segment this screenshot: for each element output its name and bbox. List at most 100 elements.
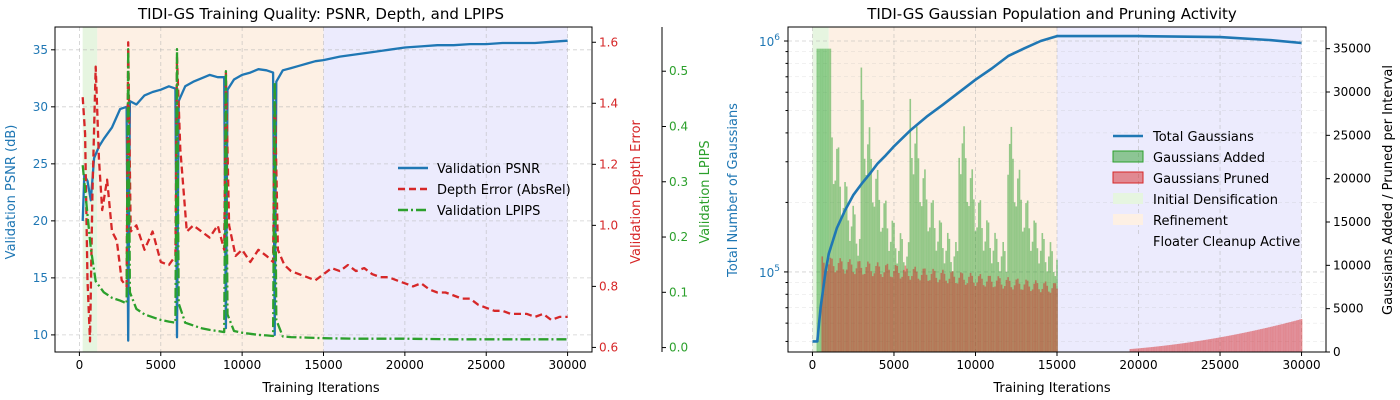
pruned-bar xyxy=(920,274,923,352)
total-gaussians-line xyxy=(812,34,1302,343)
pruned-bar xyxy=(1012,289,1014,352)
pruned-bar xyxy=(1008,280,1011,352)
pruned-bar xyxy=(1209,339,1212,352)
pruned-bar xyxy=(1274,325,1277,352)
left-y2tick-label-3: 1.2 xyxy=(599,157,618,171)
added-bar xyxy=(1015,206,1018,352)
added-bar xyxy=(821,48,824,353)
added-bar xyxy=(917,158,920,352)
pruned-bar xyxy=(893,271,895,352)
right-y2tick-label-3: 15000 xyxy=(1333,215,1371,229)
right-y2tick-label-1: 5000 xyxy=(1333,302,1364,316)
pruned-bar xyxy=(1282,323,1285,352)
pruned-bar xyxy=(1017,278,1019,352)
pruned-bar xyxy=(1056,288,1058,352)
right-y-label: Total Number of Gaussians xyxy=(726,103,741,278)
added-bar xyxy=(966,201,969,352)
pruned-bar xyxy=(1021,289,1024,352)
pruned-bar xyxy=(999,278,1001,352)
pruned-bar xyxy=(925,274,928,352)
pruned-bar xyxy=(1297,319,1300,352)
pruned-bar xyxy=(1145,347,1148,352)
pruned-bar xyxy=(832,266,835,352)
pruned-bar xyxy=(904,265,907,352)
added-bar xyxy=(919,202,921,352)
pruned-bar xyxy=(1007,277,1009,352)
pruned-bar xyxy=(906,268,908,352)
pruned-bar xyxy=(883,272,885,352)
left-xtick-label-3: 15000 xyxy=(304,358,342,372)
pruned-bar xyxy=(1232,334,1234,352)
legend-refinement-swatch xyxy=(1113,214,1143,225)
pruned-bar xyxy=(1211,338,1213,352)
added-bar xyxy=(973,199,975,352)
pruned-bar xyxy=(1180,343,1182,352)
pruned-bar xyxy=(1240,333,1243,352)
left-chart-title: TIDI-GS Training Quality: PSNR, Depth, a… xyxy=(137,5,504,23)
added-bar xyxy=(834,180,837,352)
pruned-bar xyxy=(927,280,930,352)
pruned-bar xyxy=(826,271,828,352)
right-phase-2 xyxy=(1057,27,1302,352)
left-ytick-label-0: 10 xyxy=(33,328,48,342)
pruned-bar xyxy=(1144,347,1146,352)
left-y3tick-label-5: 0.5 xyxy=(669,64,688,78)
pruned-bar xyxy=(1149,347,1151,352)
pruned-bar xyxy=(1191,341,1194,352)
pruned-bar xyxy=(1268,327,1270,352)
pruned-bar xyxy=(1039,292,1042,352)
pruned-bar xyxy=(1152,346,1154,352)
pruned-bar xyxy=(873,273,876,352)
pruned-bar xyxy=(1004,286,1006,352)
pruned-bar xyxy=(1255,330,1257,352)
added-bar xyxy=(912,174,915,352)
pruned-bar xyxy=(982,285,985,352)
pruned-bar xyxy=(1222,336,1225,352)
pruned-bar xyxy=(958,277,960,352)
pruned-bar xyxy=(1139,348,1141,352)
pruned-bar xyxy=(914,266,916,352)
pruned-bar xyxy=(969,272,972,352)
pruned-bar xyxy=(1269,326,1272,352)
pruned-bar xyxy=(981,278,983,352)
pruned-bar xyxy=(850,264,853,352)
pruned-bar xyxy=(1199,340,1202,352)
left-y2tick-label-2: 1.0 xyxy=(599,218,618,232)
pruned-bar xyxy=(1243,332,1246,352)
pruned-bar xyxy=(1023,284,1026,352)
pruned-bar xyxy=(1259,329,1262,352)
left-series-2 xyxy=(81,47,568,341)
added-bar xyxy=(1020,199,1022,352)
pruned-bar xyxy=(984,286,987,352)
left-x-label: Training Iterations xyxy=(261,381,380,396)
pruned-bar xyxy=(1264,328,1267,352)
legend-pruned-label: Gaussians Pruned xyxy=(1153,172,1269,187)
pruned-bar xyxy=(1000,284,1003,352)
pruned-bar xyxy=(1158,346,1161,352)
pruned-bar xyxy=(1184,342,1187,352)
right-xtick-label-6: 30000 xyxy=(1282,358,1320,372)
pruned-bar xyxy=(994,286,996,352)
pruned-bar xyxy=(867,261,869,352)
pruned-bar xyxy=(1235,334,1238,352)
pruned-bar xyxy=(946,283,949,352)
right-xtick-label-0: 0 xyxy=(809,358,817,372)
left-y2tick-label-1: 0.8 xyxy=(599,279,618,293)
pruned-bar xyxy=(855,268,858,352)
pruned-bar xyxy=(1044,281,1047,352)
left-phase-1 xyxy=(97,27,324,352)
left-series xyxy=(81,39,568,343)
legend-initial-swatch xyxy=(1113,193,1143,204)
added-bar xyxy=(1026,200,1029,352)
pruned-bar xyxy=(942,269,944,352)
pruned-bar xyxy=(863,273,866,352)
legend-total-label: Total Gaussians xyxy=(1152,130,1254,145)
pruned-bar xyxy=(1204,339,1207,352)
pruned-bar xyxy=(839,258,841,352)
added-bar xyxy=(1007,174,1009,352)
pruned-bar xyxy=(1229,335,1231,352)
left-phase-bands xyxy=(82,27,568,352)
added-bar xyxy=(819,48,822,353)
pruned-bar xyxy=(937,282,939,352)
pruned-bar xyxy=(1242,332,1244,352)
